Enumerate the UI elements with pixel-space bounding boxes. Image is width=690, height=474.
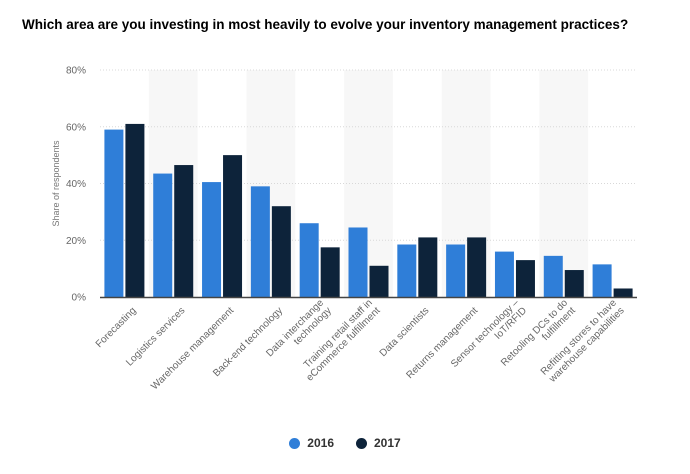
y-tick-label: 60% bbox=[66, 122, 86, 133]
legend-marker-2016 bbox=[289, 437, 301, 449]
bar-2017 bbox=[613, 288, 633, 297]
bar-2016 bbox=[543, 255, 563, 297]
y-tick-label: 80% bbox=[66, 66, 86, 77]
legend-label-2017: 2017 bbox=[374, 436, 401, 450]
bar-2016 bbox=[397, 244, 417, 297]
legend-label-2016: 2016 bbox=[307, 436, 334, 450]
bar-2017 bbox=[271, 206, 291, 297]
bar-2016 bbox=[592, 264, 612, 297]
bar-2017 bbox=[125, 123, 145, 297]
bar-2016 bbox=[348, 227, 368, 297]
bar-2017 bbox=[564, 270, 584, 297]
chart-title: Which area are you investing in most hea… bbox=[22, 17, 629, 32]
x-category-label: Sensor technology –IoT/RFID bbox=[449, 297, 529, 377]
x-category-label: Forecasting bbox=[94, 305, 139, 350]
y-axis-title: Share of respondents bbox=[51, 140, 61, 227]
y-tick-label: 20% bbox=[66, 236, 86, 247]
bar-2017 bbox=[369, 265, 389, 297]
bar-2017 bbox=[515, 260, 535, 297]
y-tick-label: 0% bbox=[72, 293, 87, 304]
x-category-label-line: Data scientists bbox=[378, 305, 432, 359]
bar-2016 bbox=[446, 244, 466, 297]
bar-2016 bbox=[202, 182, 222, 297]
bar-2016 bbox=[153, 173, 173, 297]
bar-chart: 0% 20% 40% 60% 80% Share of respondents Foreca… bbox=[51, 66, 637, 392]
x-category-label: Warehouse management bbox=[149, 305, 236, 392]
bar-2016 bbox=[250, 186, 270, 297]
bar-2016 bbox=[299, 223, 319, 297]
bar-2017 bbox=[174, 165, 194, 297]
bar-2017 bbox=[418, 237, 438, 297]
legend-item-2017[interactable]: 2017 bbox=[356, 436, 401, 450]
bar-2017 bbox=[467, 237, 487, 297]
x-category-label-line: Forecasting bbox=[94, 305, 139, 350]
bar-2016 bbox=[494, 251, 514, 297]
bar-2017 bbox=[223, 155, 243, 297]
bar-2016 bbox=[104, 129, 124, 297]
y-tick-label: 40% bbox=[66, 179, 86, 190]
legend-marker-2017 bbox=[356, 437, 367, 449]
legend: 2016 2017 bbox=[0, 436, 690, 450]
x-category-label: Data scientists bbox=[378, 305, 432, 359]
x-category-label-line: Warehouse management bbox=[149, 305, 236, 392]
legend-item-2016[interactable]: 2016 bbox=[289, 436, 334, 450]
bar-2017 bbox=[320, 247, 340, 297]
